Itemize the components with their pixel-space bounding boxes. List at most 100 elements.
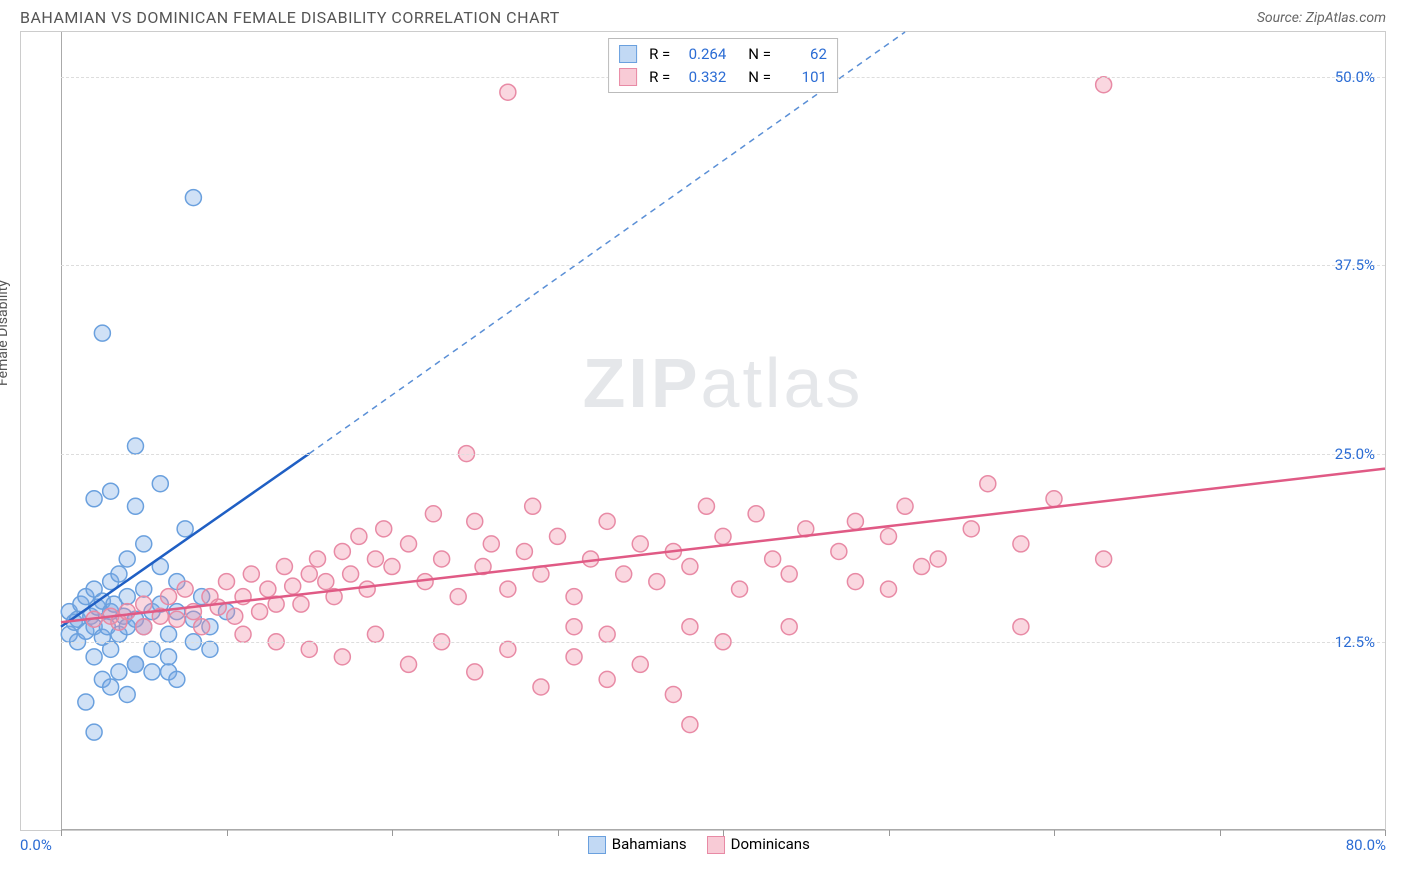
scatter-point: [136, 581, 152, 597]
scatter-point: [144, 641, 160, 657]
scatter-point: [376, 521, 392, 537]
x-tick: [392, 830, 393, 836]
source-attribution: Source: ZipAtlas.com: [1257, 10, 1386, 26]
scatter-point: [1046, 491, 1062, 507]
stats-swatch: [619, 68, 637, 86]
scatter-point: [649, 574, 665, 590]
scatter-point: [847, 574, 863, 590]
scatter-point: [682, 559, 698, 575]
scatter-point: [152, 476, 168, 492]
scatter-point: [177, 521, 193, 537]
scatter-point: [781, 619, 797, 635]
scatter-point: [599, 513, 615, 529]
legend-item: Bahamians: [588, 835, 687, 854]
scatter-point: [1013, 619, 1029, 635]
scatter-point: [293, 596, 309, 612]
scatter-point: [111, 664, 127, 680]
source-label: Source:: [1257, 10, 1306, 26]
scatter-point: [682, 619, 698, 635]
scatter-point: [185, 190, 201, 206]
chart-container: Female Disability ZIPatlas R =0.264N =62…: [20, 31, 1386, 831]
stats-swatch: [619, 45, 637, 63]
scatter-point: [425, 506, 441, 522]
scatter-plot-svg: [61, 32, 1385, 830]
scatter-point: [914, 559, 930, 575]
scatter-point: [260, 581, 276, 597]
scatter-point: [715, 528, 731, 544]
scatter-point: [111, 566, 127, 582]
plot-area: ZIPatlas R =0.264N =62R =0.332N =101 12.…: [61, 32, 1385, 830]
scatter-point: [94, 325, 110, 341]
scatter-point: [781, 566, 797, 582]
scatter-point: [516, 543, 532, 559]
scatter-point: [301, 641, 317, 657]
scatter-point: [177, 581, 193, 597]
scatter-point: [525, 498, 541, 514]
n-value: 101: [777, 66, 827, 89]
scatter-point: [252, 604, 268, 620]
legend-swatch: [707, 836, 725, 854]
scatter-point: [235, 626, 251, 642]
scatter-point: [632, 656, 648, 672]
scatter-point: [566, 619, 582, 635]
scatter-point: [119, 604, 135, 620]
r-label: R =: [649, 66, 670, 89]
scatter-point: [1096, 551, 1112, 567]
scatter-point: [665, 686, 681, 702]
scatter-point: [384, 559, 400, 575]
legend-item: Dominicans: [707, 835, 810, 854]
scatter-point: [127, 656, 143, 672]
scatter-point: [550, 528, 566, 544]
scatter-point: [467, 664, 483, 680]
scatter-point: [136, 536, 152, 552]
scatter-point: [616, 566, 632, 582]
scatter-point: [847, 513, 863, 529]
scatter-point: [334, 543, 350, 559]
gridline: [61, 265, 1385, 266]
legend: Bahamians Dominicans: [588, 835, 810, 854]
scatter-point: [1013, 536, 1029, 552]
gridline: [61, 642, 1385, 643]
scatter-point: [401, 656, 417, 672]
legend-label: Bahamians: [612, 835, 687, 853]
scatter-point: [698, 498, 714, 514]
scatter-point: [161, 649, 177, 665]
n-label: N =: [748, 43, 771, 66]
scatter-point: [483, 536, 499, 552]
x-tick: [61, 830, 62, 836]
scatter-point: [980, 476, 996, 492]
x-tick: [1220, 830, 1221, 836]
chart-title: BAHAMIAN VS DOMINICAN FEMALE DISABILITY …: [20, 8, 560, 27]
n-label: N =: [748, 66, 771, 89]
y-tick-label: 12.5%: [1335, 633, 1375, 651]
scatter-point: [748, 506, 764, 522]
x-tick: [723, 830, 724, 836]
scatter-point: [210, 599, 226, 615]
scatter-point: [533, 679, 549, 695]
scatter-point: [401, 536, 417, 552]
scatter-point: [127, 498, 143, 514]
correlation-stats-box: R =0.264N =62R =0.332N =101: [608, 38, 838, 93]
scatter-point: [318, 574, 334, 590]
scatter-point: [434, 551, 450, 567]
scatter-point: [285, 578, 301, 594]
trend-line-extension: [309, 32, 905, 454]
r-label: R =: [649, 43, 670, 66]
scatter-point: [78, 694, 94, 710]
y-axis-label: Female Disability: [0, 280, 11, 386]
scatter-point: [732, 581, 748, 597]
scatter-point: [194, 619, 210, 635]
scatter-point: [682, 717, 698, 733]
y-tick-label: 50.0%: [1335, 68, 1375, 86]
scatter-point: [351, 528, 367, 544]
scatter-point: [367, 626, 383, 642]
scatter-point: [119, 686, 135, 702]
scatter-point: [161, 626, 177, 642]
scatter-point: [334, 649, 350, 665]
scatter-point: [343, 566, 359, 582]
scatter-point: [500, 641, 516, 657]
scatter-point: [897, 498, 913, 514]
scatter-point: [276, 559, 292, 575]
x-tick: [889, 830, 890, 836]
scatter-point: [243, 566, 259, 582]
